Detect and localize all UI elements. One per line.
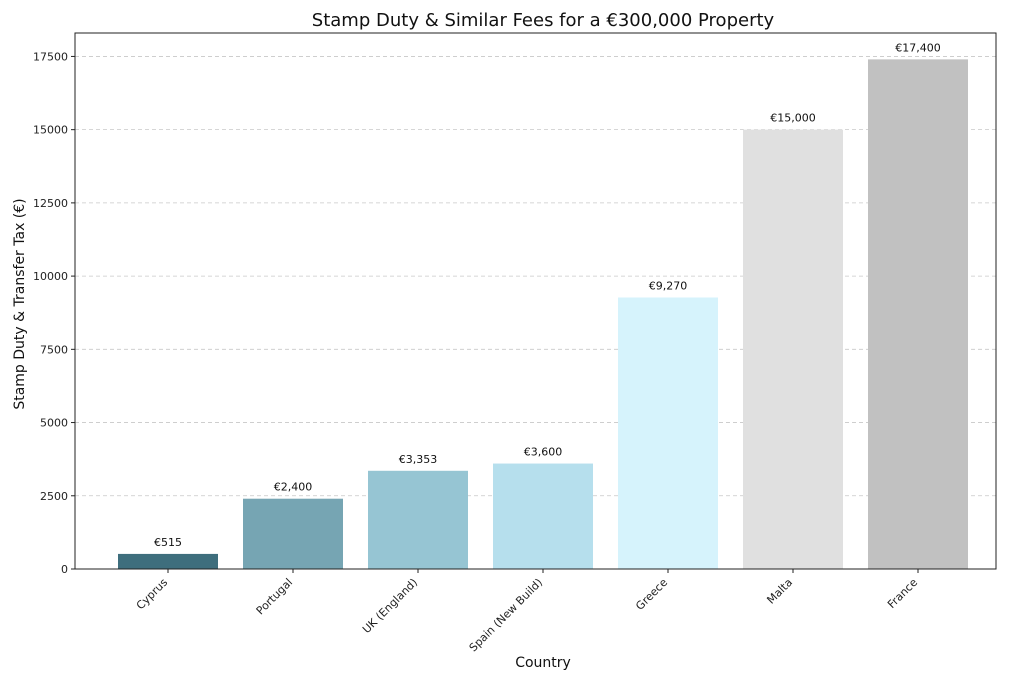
x-tick-label: France [885,576,920,611]
bar [493,463,593,569]
plot-frame [74,32,997,570]
bar-value-label: €3,353 [399,453,438,466]
bar [743,129,843,569]
bar [618,297,718,569]
bar-value-label: €3,600 [524,446,563,459]
bar [868,59,968,569]
y-tick-label: 12500 [33,197,68,210]
y-tick-label: 0 [61,563,68,576]
bar [368,470,468,569]
x-tick-label: Cyprus [134,576,171,613]
bar-value-label: €17,400 [895,41,941,54]
x-tick-label: UK (England) [360,576,420,636]
data-labels: €515 €2,400 €3,353 €3,600 €9,270 €15,000 €17,4… [154,41,941,549]
y-tick-label: 10000 [33,270,68,283]
bar-value-label: €9,270 [649,279,688,292]
bar [243,498,343,569]
x-tick-label: Portugal [254,576,295,617]
y-tick-label: 7500 [40,343,68,356]
bar-value-label: €15,000 [770,112,816,125]
gridlines [75,56,996,497]
bar-value-label: €2,400 [274,481,313,494]
y-tick-label: 2500 [40,490,68,503]
bar [118,553,218,569]
y-axis-title: Stamp Duty & Transfer Tax (€) [12,198,28,409]
x-axis-ticks: Cyprus Portugal UK (England) Spain (New Bui… [134,569,920,654]
bar-value-label: €515 [154,536,182,549]
y-tick-label: 17500 [33,50,68,63]
y-axis-ticks: 0 2500 5000 7500 10000 12500 15000 17500 [33,50,75,576]
x-tick-label: Spain (New Build) [467,576,545,654]
x-tick-label: Malta [764,576,795,607]
chart-title: Stamp Duty & Similar Fees for a €300,000… [312,10,775,31]
x-tick-label: Greece [633,576,670,613]
x-axis-title: Country [515,655,571,671]
y-tick-label: 15000 [33,124,68,137]
y-tick-label: 5000 [40,417,68,430]
bars [118,59,968,569]
